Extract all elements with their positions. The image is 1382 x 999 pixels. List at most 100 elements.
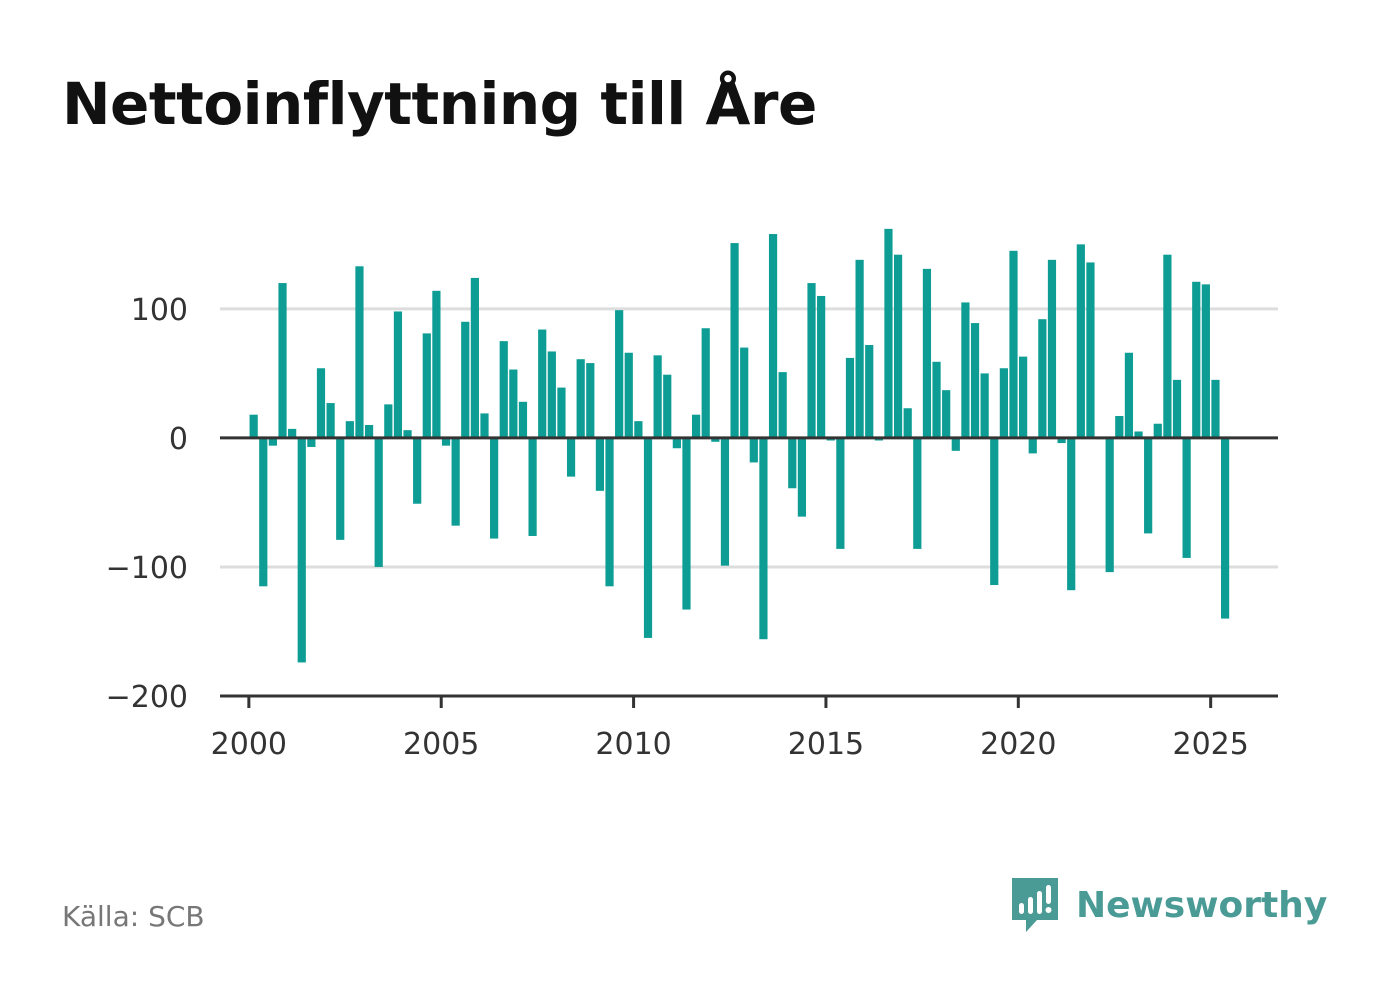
bar (1105, 437, 1114, 573)
bar (1009, 250, 1018, 438)
bar (692, 414, 701, 438)
y-tick-label: −200 (106, 680, 188, 715)
bar (586, 363, 595, 438)
axes (220, 436, 1278, 708)
bar (711, 437, 720, 442)
bar (374, 437, 383, 567)
bar (701, 328, 710, 438)
bar (730, 243, 739, 438)
bar (413, 437, 422, 504)
bar (1057, 437, 1066, 444)
bar (951, 437, 960, 451)
bar (903, 408, 912, 438)
bar (528, 437, 537, 536)
bar (749, 437, 758, 463)
x-tick-label: 2025 (1172, 727, 1248, 762)
bar (384, 404, 393, 438)
x-tick-label: 2015 (788, 727, 864, 762)
bar (855, 259, 864, 438)
bar (547, 351, 556, 438)
bar (490, 437, 499, 539)
bar (470, 277, 479, 438)
bar (499, 341, 508, 438)
tick-labels: −200 −100 0 100 2000 2005 2010 2015 2020 2025 (106, 293, 1249, 762)
bar (990, 437, 999, 586)
bar (538, 329, 547, 438)
bar (345, 421, 354, 438)
bar (1211, 379, 1220, 438)
source-note: Källa: SCB (62, 900, 205, 933)
bar (980, 373, 989, 438)
bar (1221, 437, 1230, 619)
x-tick-label: 2020 (980, 727, 1056, 762)
bar (451, 437, 460, 526)
bar (1124, 352, 1134, 438)
y-tick-label: −100 (106, 551, 188, 586)
bar (1134, 431, 1143, 438)
brand-name: Newsworthy (1076, 884, 1328, 926)
bar (884, 228, 893, 438)
bar (740, 347, 749, 438)
bar (615, 310, 624, 438)
bar (403, 430, 412, 438)
bar (932, 361, 941, 438)
bar (893, 254, 903, 438)
bar (624, 352, 633, 438)
bar (355, 266, 364, 438)
bar (297, 437, 306, 663)
chart-title: Nettoinflyttning till Åre (62, 70, 817, 138)
gridlines (220, 307, 1278, 569)
bar (634, 421, 643, 438)
newsworthy-chart-bubble-icon (1012, 878, 1058, 932)
bar (1153, 423, 1162, 438)
bar (653, 355, 662, 438)
bar (509, 369, 518, 438)
bar (259, 437, 268, 587)
bar (768, 234, 778, 438)
bar (316, 368, 326, 438)
bar (307, 437, 316, 447)
bar (922, 268, 932, 438)
bar (393, 311, 403, 438)
x-tick-label: 2000 (211, 727, 287, 762)
bar (326, 403, 335, 438)
bar (288, 428, 297, 438)
bar (663, 374, 672, 438)
bar (576, 359, 585, 438)
bar (1163, 254, 1172, 438)
bar (605, 437, 614, 587)
bar (672, 437, 681, 449)
bar (1019, 356, 1028, 438)
bar (1172, 379, 1182, 438)
bar (807, 283, 816, 438)
bar (1047, 259, 1057, 438)
bar (788, 437, 797, 489)
bar (1192, 281, 1201, 438)
bar (682, 437, 691, 610)
y-tick-label: 0 (169, 422, 188, 457)
bar (1076, 244, 1085, 438)
bar (1201, 284, 1210, 438)
bar (913, 437, 922, 549)
bar (865, 345, 874, 438)
bar (432, 290, 441, 438)
x-tick-label: 2005 (403, 727, 479, 762)
bar (942, 390, 951, 438)
bar (518, 401, 528, 438)
bar (836, 437, 845, 549)
bar (268, 437, 277, 446)
brand-logo: Newsworthy (1010, 876, 1327, 934)
y-tick-label: 100 (131, 293, 188, 328)
bar (845, 357, 855, 438)
bar (422, 333, 431, 438)
bar (336, 437, 345, 540)
x-tick-label: 2010 (595, 727, 671, 762)
bar (1115, 415, 1124, 438)
bar (595, 437, 605, 491)
bar (961, 302, 970, 438)
bar (249, 414, 258, 438)
bar (817, 295, 826, 438)
bar (797, 437, 806, 517)
bar (557, 387, 566, 438)
